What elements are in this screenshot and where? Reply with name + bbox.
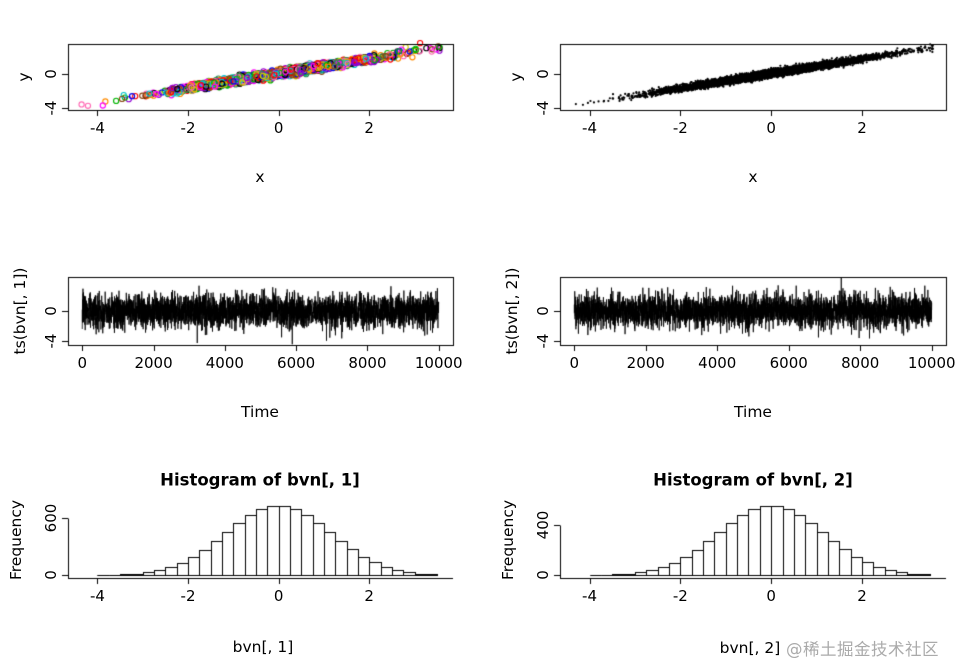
ts2-y-tick-label: -4 [534,333,552,349]
watermark: @稀土掘金技术社区 [786,640,939,659]
hist1-x-tick-label: 0 [273,587,284,605]
hist2-x-tick-label: 0 [766,587,776,605]
hist2-y-tick-label: 400 [534,511,552,540]
hist2-x-tick-label: 2 [857,587,867,605]
hist2-y-tick-label: 0 [534,570,552,581]
scatter1-x-tick-label: -2 [180,119,196,137]
ts2-y-tick-label: 0 [534,306,552,316]
hist1-xlabel: bvn[, 1] [232,638,294,656]
ts1-x-tick-label: 4000 [205,354,244,372]
scatter2-x-tick-label: -2 [672,119,688,137]
scatter2-ylabel: y [507,72,525,82]
hist2-ylabel: Frequency [499,499,517,581]
hist1-x-tick-label: -2 [180,587,196,605]
scatter1-y-tick-label: 0 [42,68,60,79]
scatter2-xlabel: x [748,168,758,186]
hist2-x-tick-label: -2 [672,587,688,605]
hist1-title: Histogram of bvn[, 1] [160,470,360,490]
ts2-ylabel: ts(bvn[, 2]) [503,267,521,355]
scatter2-x-tick-label: 2 [857,119,867,137]
scatter2-x-tick-label: -4 [582,119,597,137]
scatter2-x-tick-label: 0 [766,119,776,137]
hist1-y-tick-label: 600 [42,503,60,533]
ts2-x-tick-label: 6000 [769,354,808,372]
ts2-x-tick-label: 8000 [841,354,880,372]
ts1-y-tick-label: 0 [42,306,60,316]
hist1-ylabel: Frequency [7,499,25,581]
ts2-x-tick-label: 0 [569,354,580,372]
ts1-x-tick-label: 8000 [348,354,387,372]
hist2-x-tick-label: -4 [582,587,597,605]
scatter1-x-tick-label: -4 [89,119,105,137]
hist1-x-tick-label: 2 [364,587,374,605]
ts2-x-tick-label: 4000 [698,354,737,372]
ts1-ylabel: ts(bvn[, 1]) [11,267,29,355]
scatter1-x-tick-label: 2 [364,119,374,137]
scatter1-x-tick-label: 0 [273,119,284,137]
hist2-title: Histogram of bvn[, 2] [653,470,853,490]
scatter2-y-tick-label: 0 [534,68,552,79]
scatter1-y-tick-label: -4 [42,100,60,116]
ts1-x-tick-label: 2000 [134,354,173,372]
hist1-x-tick-label: -4 [89,587,105,605]
ts1-x-tick-label: 6000 [277,354,316,372]
scatter1-xlabel: x [255,168,265,186]
ts1-x-tick-label: 10000 [414,354,463,372]
ts1-xlabel: Time [241,403,279,421]
ts2-xlabel: Time [734,403,772,421]
hist2-xlabel: bvn[, 2] [719,639,781,657]
ts2-x-tick-label: 2000 [626,354,665,372]
scatter1-ylabel: y [15,72,33,82]
ts2-x-tick-label: 10000 [907,354,956,372]
hist1-y-tick-label: 0 [42,570,60,580]
ts1-y-tick-label: -4 [42,333,60,349]
scatter2-y-tick-label: -4 [534,100,552,116]
ts1-x-tick-label: 0 [77,354,88,372]
